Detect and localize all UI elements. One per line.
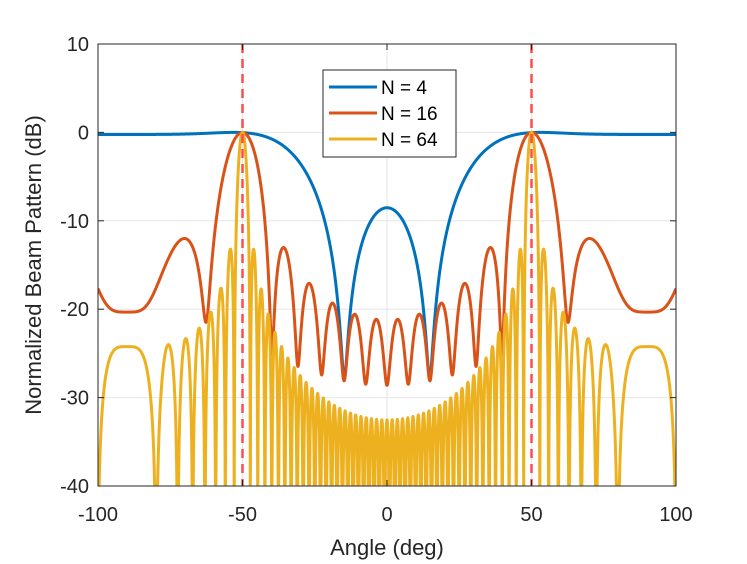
reference-lines <box>241 44 533 486</box>
y-axis-title: Normalized Beam Pattern (dB) <box>21 115 46 415</box>
x-tick-label: 50 <box>520 504 542 526</box>
y-tick-label: 10 <box>67 34 89 56</box>
legend-label-n64: N = 64 <box>381 130 438 151</box>
x-axis-title: Angle (deg) <box>330 535 444 560</box>
x-tick-label: 0 <box>381 504 392 526</box>
y-tick-label: -10 <box>60 211 89 233</box>
y-tick-label: -30 <box>60 388 89 410</box>
series-line-n4 <box>98 130 676 380</box>
series-line-n16 <box>98 130 676 387</box>
y-tick-label: -20 <box>60 299 89 321</box>
series-layer <box>98 130 676 486</box>
legend-label-n16: N = 16 <box>381 104 438 125</box>
y-tick-label: 0 <box>78 122 89 144</box>
legend: N = 4 N = 16 N = 64 <box>322 69 457 158</box>
y-tick-label: -40 <box>60 476 89 498</box>
x-tick-label: -100 <box>78 504 118 526</box>
legend-label-n4: N = 4 <box>381 78 427 99</box>
x-tick-label: 100 <box>659 504 692 526</box>
x-tick-label: -50 <box>228 504 257 526</box>
series-line-n64 <box>98 130 676 486</box>
